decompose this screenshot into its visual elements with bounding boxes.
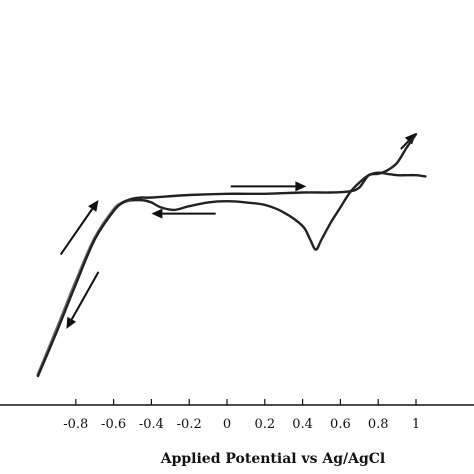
series-line bbox=[36, 133, 418, 378]
x-tick-label: 0.4 bbox=[292, 417, 313, 432]
direction-arrow bbox=[59, 199, 99, 256]
x-tick-label: -0.2 bbox=[177, 417, 202, 432]
x-tick-label: -0.4 bbox=[139, 417, 164, 432]
direction-arrow bbox=[151, 208, 216, 219]
voltammogram-curves bbox=[36, 133, 427, 378]
direction-arrow bbox=[66, 271, 100, 329]
x-tick-label: -0.8 bbox=[63, 417, 88, 432]
series-line bbox=[131, 171, 427, 251]
x-axis-title: Applied Potential vs Ag/AgCl bbox=[160, 451, 386, 467]
x-tick-label: 0 bbox=[223, 417, 231, 432]
x-tick-label: -0.6 bbox=[101, 417, 126, 432]
direction-arrow bbox=[400, 133, 416, 150]
direction-arrows bbox=[59, 133, 416, 329]
direction-arrow bbox=[230, 181, 307, 192]
x-tick-label: 0.2 bbox=[254, 417, 275, 432]
x-tick-label: 1 bbox=[412, 417, 420, 432]
x-tick-label: 0.6 bbox=[330, 417, 351, 432]
x-tick-label: 0.8 bbox=[368, 417, 389, 432]
x-axis-ticks: -0.8 -0.6 -0.4 -0.2 0 0.2 0.4 0.6 0.8 1 bbox=[63, 399, 420, 432]
